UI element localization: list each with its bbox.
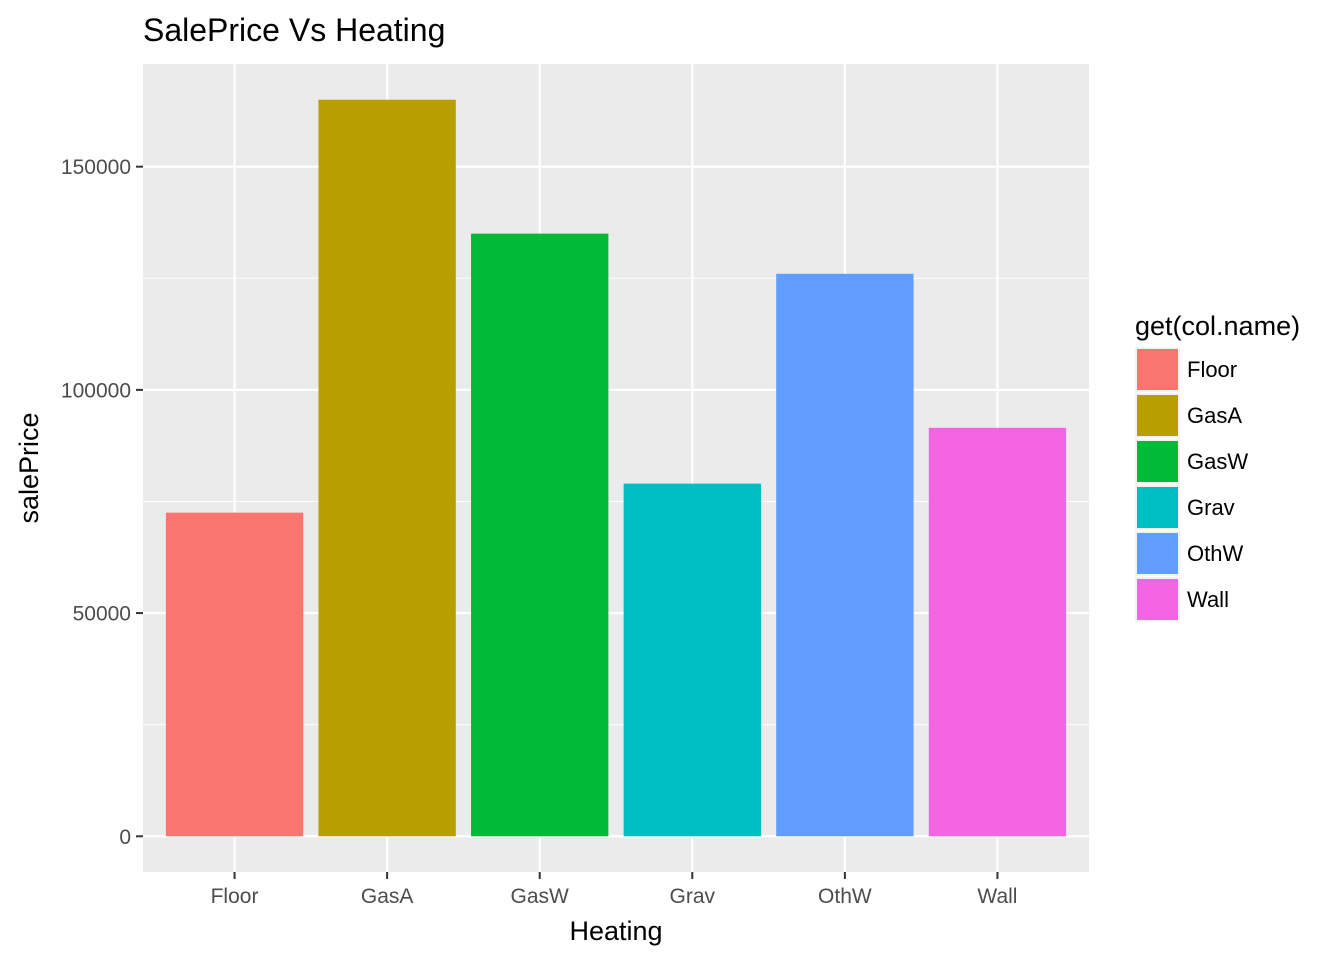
- bar-floor: [165, 512, 304, 837]
- legend-title: get(col.name): [1135, 311, 1300, 341]
- y-axis-title: salePrice: [14, 412, 44, 523]
- chart-title: SalePrice Vs Heating: [143, 12, 445, 48]
- legend-label: OthW: [1187, 541, 1243, 566]
- bar-wall: [928, 427, 1067, 837]
- x-axis: Floor GasA GasW Grav OthW Wall: [211, 872, 1017, 908]
- x-tick-label: OthW: [818, 885, 872, 908]
- y-tick-label: 100000: [61, 379, 131, 402]
- x-axis-title: Heating: [569, 916, 662, 946]
- legend-label: Floor: [1187, 357, 1237, 382]
- y-tick-label: 50000: [73, 603, 131, 626]
- legend-label: Wall: [1187, 587, 1229, 612]
- bar-othw: [776, 273, 914, 837]
- legend-swatch-gasw: [1137, 441, 1178, 482]
- legend-swatch-gasa: [1137, 395, 1178, 436]
- x-tick-label: Wall: [977, 885, 1017, 908]
- legend-label: GasW: [1187, 449, 1248, 474]
- legend-label: Grav: [1187, 495, 1235, 520]
- x-tick-label: GasW: [511, 885, 570, 908]
- y-tick-label: 150000: [61, 156, 131, 179]
- legend-label: GasA: [1187, 403, 1242, 428]
- x-tick-label: Grav: [670, 885, 716, 908]
- legend: get(col.name) Floor GasA GasW Grav OthW Wall: [1135, 311, 1300, 622]
- y-axis: 0 50000 100000 150000: [61, 156, 143, 849]
- bars: [165, 99, 1067, 837]
- bar-gasa: [318, 99, 456, 837]
- legend-swatch-wall: [1137, 579, 1178, 620]
- legend-items: Floor GasA GasW Grav OthW Wall: [1135, 347, 1248, 622]
- x-tick-label: GasA: [361, 885, 414, 908]
- bar-grav: [623, 483, 761, 837]
- x-tick-label: Floor: [211, 885, 259, 908]
- legend-swatch-othw: [1137, 533, 1178, 574]
- legend-swatch-grav: [1137, 487, 1178, 528]
- y-tick-label: 0: [119, 826, 131, 849]
- bar-gasw: [471, 233, 609, 837]
- legend-swatch-floor: [1137, 349, 1178, 390]
